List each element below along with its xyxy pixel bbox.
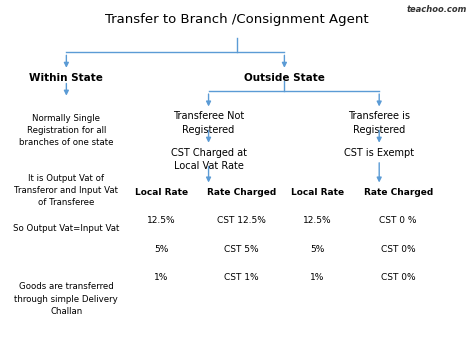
Text: Rate Charged: Rate Charged (207, 188, 276, 197)
Text: 12.5%: 12.5% (147, 216, 175, 226)
Text: CST is Exempt: CST is Exempt (344, 148, 414, 158)
Text: Rate Charged: Rate Charged (364, 188, 433, 197)
Text: 1%: 1% (154, 273, 168, 282)
Text: CST 0%: CST 0% (381, 273, 416, 282)
Text: Normally Single
Registration for all
branches of one state: Normally Single Registration for all bra… (19, 114, 114, 147)
Text: Goods are transferred
through simple Delivery
Challan: Goods are transferred through simple Del… (15, 282, 118, 316)
Text: 1%: 1% (310, 273, 325, 282)
Text: So Output Vat=Input Vat: So Output Vat=Input Vat (13, 224, 119, 233)
Text: 12.5%: 12.5% (303, 216, 332, 226)
Text: CST 1%: CST 1% (224, 273, 259, 282)
Text: Transferee is
Registered: Transferee is Registered (348, 111, 410, 135)
Text: CST 0%: CST 0% (381, 245, 416, 254)
Text: 5%: 5% (154, 245, 168, 254)
Text: CST 12.5%: CST 12.5% (217, 216, 266, 226)
Text: 5%: 5% (310, 245, 325, 254)
Text: Local Rate: Local Rate (135, 188, 188, 197)
Text: Local Rate: Local Rate (291, 188, 344, 197)
Text: Transferee Not
Registered: Transferee Not Registered (173, 111, 244, 135)
Text: Transfer to Branch /Consignment Agent: Transfer to Branch /Consignment Agent (105, 13, 369, 26)
Text: CST 5%: CST 5% (224, 245, 259, 254)
Text: It is Output Vat of
Transferor and Input Vat
of Transferee: It is Output Vat of Transferor and Input… (14, 174, 118, 207)
Text: CST 0 %: CST 0 % (379, 216, 417, 226)
Text: Within State: Within State (29, 73, 103, 83)
Text: teachoo.com: teachoo.com (407, 5, 467, 14)
Text: CST Charged at
Local Vat Rate: CST Charged at Local Vat Rate (171, 148, 246, 171)
Text: Outside State: Outside State (244, 73, 325, 83)
